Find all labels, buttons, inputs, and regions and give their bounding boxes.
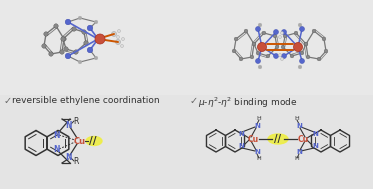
Text: Cu: Cu — [247, 135, 258, 143]
Circle shape — [304, 42, 308, 46]
Circle shape — [256, 26, 260, 32]
Text: N: N — [53, 145, 59, 153]
Text: reversible ethylene coordination: reversible ethylene coordination — [12, 96, 160, 105]
Circle shape — [62, 37, 66, 41]
Circle shape — [300, 51, 304, 55]
Circle shape — [294, 43, 303, 51]
Circle shape — [44, 32, 48, 36]
Circle shape — [54, 24, 58, 28]
Circle shape — [317, 57, 321, 61]
Circle shape — [112, 32, 116, 36]
Circle shape — [281, 45, 285, 49]
Circle shape — [273, 29, 279, 35]
Text: Cu: Cu — [74, 136, 86, 146]
Circle shape — [322, 37, 326, 41]
Circle shape — [298, 23, 302, 27]
Circle shape — [252, 42, 256, 46]
Circle shape — [61, 37, 65, 41]
Circle shape — [306, 55, 310, 59]
Ellipse shape — [268, 134, 288, 144]
Circle shape — [78, 60, 82, 64]
Circle shape — [282, 29, 286, 35]
Circle shape — [298, 65, 302, 69]
Circle shape — [49, 52, 53, 56]
Circle shape — [312, 29, 316, 33]
Circle shape — [279, 36, 282, 39]
Circle shape — [279, 53, 282, 57]
Text: N: N — [238, 131, 244, 137]
Text: N: N — [296, 149, 302, 155]
Text: N: N — [254, 149, 260, 155]
Text: N: N — [65, 121, 71, 129]
Text: N: N — [312, 143, 318, 149]
Circle shape — [250, 55, 254, 59]
Bar — [0, 0, 373, 95]
Circle shape — [304, 42, 308, 46]
Circle shape — [122, 37, 125, 40]
Circle shape — [116, 36, 119, 39]
Circle shape — [244, 29, 248, 33]
Text: ✓: ✓ — [190, 96, 198, 106]
Text: N: N — [296, 123, 302, 129]
Text: N: N — [254, 123, 260, 129]
Circle shape — [273, 53, 279, 59]
Text: R: R — [73, 116, 79, 125]
Circle shape — [42, 44, 46, 48]
Ellipse shape — [86, 136, 102, 146]
Circle shape — [258, 23, 262, 27]
Circle shape — [256, 59, 260, 64]
Circle shape — [87, 25, 93, 31]
Circle shape — [65, 19, 71, 25]
Text: N: N — [312, 131, 318, 137]
Circle shape — [252, 42, 256, 46]
Circle shape — [116, 40, 120, 44]
Circle shape — [294, 31, 298, 35]
Circle shape — [258, 65, 262, 69]
Circle shape — [300, 26, 304, 32]
Text: ✓: ✓ — [4, 96, 12, 106]
Text: Cu: Cu — [297, 135, 308, 143]
Text: //: // — [89, 136, 97, 146]
Text: $\mu$-$\eta^2$-$\eta^2$ binding mode: $\mu$-$\eta^2$-$\eta^2$ binding mode — [198, 96, 297, 110]
Circle shape — [232, 49, 236, 53]
Circle shape — [266, 54, 270, 58]
Circle shape — [74, 50, 78, 54]
Circle shape — [234, 37, 238, 41]
Text: N: N — [238, 143, 244, 149]
Circle shape — [120, 44, 123, 47]
Text: H: H — [257, 156, 261, 161]
Circle shape — [94, 20, 98, 24]
Circle shape — [256, 51, 260, 55]
Text: N: N — [53, 130, 59, 139]
Text: H: H — [295, 116, 300, 122]
Circle shape — [257, 43, 266, 51]
Circle shape — [117, 29, 120, 33]
Circle shape — [262, 31, 266, 35]
Circle shape — [72, 27, 76, 31]
Circle shape — [64, 47, 68, 51]
Circle shape — [82, 30, 86, 34]
Circle shape — [87, 47, 93, 53]
Text: N: N — [65, 153, 71, 161]
Text: R: R — [73, 156, 79, 166]
Circle shape — [300, 59, 304, 64]
Circle shape — [95, 34, 105, 44]
Circle shape — [60, 50, 64, 54]
Circle shape — [239, 57, 243, 61]
Circle shape — [275, 45, 279, 49]
Circle shape — [273, 34, 277, 38]
Circle shape — [280, 57, 283, 60]
Circle shape — [282, 53, 286, 59]
Text: H: H — [257, 116, 261, 122]
Circle shape — [290, 54, 294, 58]
Circle shape — [84, 41, 88, 45]
Circle shape — [78, 16, 82, 20]
Circle shape — [94, 56, 98, 60]
Circle shape — [283, 34, 287, 38]
Circle shape — [280, 32, 283, 35]
Text: //: // — [275, 134, 282, 144]
Circle shape — [324, 49, 328, 53]
Text: H: H — [295, 156, 300, 161]
Circle shape — [65, 53, 71, 59]
